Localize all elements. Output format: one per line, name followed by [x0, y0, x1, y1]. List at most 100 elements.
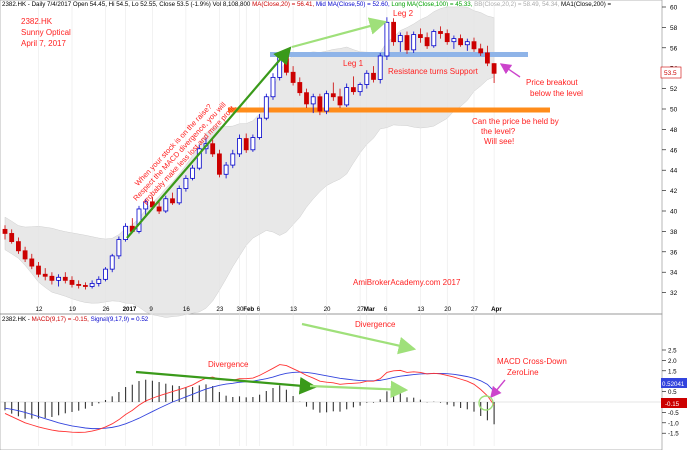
- candle-body: [109, 255, 115, 270]
- current-price-tag: [660, 66, 682, 79]
- support-level: [228, 107, 550, 113]
- macd-cross-label-2: ZeroLine: [507, 368, 539, 377]
- date-tick-label: 16: [183, 306, 190, 313]
- macd-header-prefix: 2382.HK -: [2, 316, 30, 323]
- macd-header-value: MACD(9,17) = -0.15,: [31, 316, 89, 323]
- candle-body: [237, 138, 242, 155]
- signal-tag: [661, 378, 687, 388]
- macd-axis: 2.52.01.51.00.50.0-0.5-1.0-1.5: [662, 348, 679, 438]
- candle-body: [176, 188, 182, 204]
- price-tick-label: 58: [670, 25, 678, 32]
- macd-divergence-low-arrow: [135, 370, 318, 395]
- header-ma200: MA1(Close,200) =: [561, 1, 612, 8]
- date-tick-label: 13: [290, 306, 297, 313]
- candle-body: [384, 21, 390, 57]
- title-date: April 7, 2017: [21, 39, 66, 48]
- date-tick-label: 27: [357, 306, 364, 313]
- leg1-trend-arrow: [126, 46, 292, 239]
- candle-body: [324, 93, 330, 112]
- candle-body: [471, 41, 477, 50]
- candle-body: [62, 276, 68, 281]
- divergence-low-label: Divergence: [208, 360, 249, 369]
- macd-tick-label: -0.5: [668, 410, 679, 417]
- candle-body: [451, 38, 457, 43]
- price-tick-label: 32: [670, 290, 678, 297]
- held-label-2: the level?: [481, 127, 516, 136]
- candle-body: [103, 268, 108, 280]
- candle-body: [283, 55, 289, 73]
- candle-body: [337, 96, 343, 106]
- date-tick-label: 19: [69, 306, 76, 313]
- candle-body: [216, 153, 222, 175]
- date-tick-label: 13: [417, 306, 424, 313]
- macd-cross-circle: [478, 395, 494, 411]
- candle-body: [49, 275, 55, 281]
- candle-body: [83, 285, 88, 287]
- candle-body: [156, 206, 162, 212]
- candle-body: [478, 48, 484, 54]
- candle-body: [411, 34, 417, 51]
- resistance-label: Resistance turns Support: [388, 67, 479, 76]
- held-label-3: Will see!: [484, 137, 514, 146]
- candle-body: [424, 37, 430, 47]
- header-bb: BB(Close,20,2) = 58.49, 54.34,: [474, 1, 560, 8]
- breakout-arrow: [499, 63, 521, 78]
- price-tick-label: 40: [670, 209, 678, 216]
- candle-body: [170, 198, 175, 204]
- held-label-1: Can the price be held by: [472, 117, 559, 126]
- resistance-turns-support-level: [270, 52, 528, 57]
- macd-tick-label: -1.0: [668, 420, 679, 427]
- price-tick-label: 48: [670, 127, 678, 134]
- macd-tag: [661, 398, 687, 408]
- date-tick-label: Mar: [364, 306, 376, 313]
- candle-body: [196, 148, 202, 169]
- candle-body: [123, 225, 128, 240]
- divergence-top-label: Divergence: [355, 320, 396, 329]
- header-ma20: MA(Close,20) = 56.41,: [252, 1, 315, 8]
- price-tick-label: 50: [670, 107, 678, 114]
- price-header: 2382.HK - Daily 7/4/2017 Open 54.45, Hi …: [2, 1, 611, 8]
- macd-tag-value: -0.15: [665, 401, 680, 408]
- macd-tick-label: 1.5: [668, 368, 677, 375]
- candle-body: [484, 52, 490, 64]
- candle-body: [210, 143, 216, 155]
- price-tick-label: 44: [670, 168, 678, 175]
- title-block: 2382.HK Sunny Optical April 7, 2017: [21, 17, 71, 48]
- leg2-trend-arrow: [291, 17, 388, 49]
- candle-body: [290, 71, 296, 83]
- candle-body: [136, 208, 142, 232]
- header-mid-ma: Mid MA(Close,50) = 52.60,: [315, 1, 390, 8]
- header-long-ma: Long MA(Close,100) = 45.33,: [391, 1, 473, 8]
- date-tick-label: 23: [216, 306, 223, 313]
- candle-body: [397, 35, 403, 43]
- candle-body: [69, 279, 75, 285]
- price-tick-label: 34: [670, 270, 678, 277]
- macd-lines: [4, 364, 495, 433]
- current-price-value: 53.5: [664, 70, 677, 77]
- candle-body: [350, 87, 356, 93]
- leg1-label: Leg 1: [343, 59, 364, 68]
- candle-body: [263, 96, 269, 119]
- macd-tick-label: -1.5: [668, 431, 679, 438]
- candle-body: [250, 137, 256, 151]
- candle-body: [42, 273, 48, 277]
- candle-body: [223, 164, 229, 175]
- candle-body: [257, 117, 263, 138]
- candle-body: [183, 177, 189, 189]
- price-tick-label: 38: [670, 229, 678, 236]
- date-tick-label: Apr: [491, 306, 502, 313]
- candle-body: [143, 201, 149, 210]
- candle-body: [270, 76, 276, 98]
- candle-body: [317, 96, 323, 112]
- signal-tag-value: 0.52041: [662, 381, 685, 388]
- title-ticker: 2382.HK: [21, 17, 53, 26]
- price-tick-label: 56: [670, 45, 678, 52]
- date-tick-label: 20: [444, 306, 451, 313]
- date-tick-label: 9: [149, 306, 153, 313]
- leg2-label: Leg 2: [393, 9, 414, 18]
- date-tick-label: Feb: [243, 306, 254, 313]
- date-tick-label: 26: [103, 306, 110, 313]
- candle-body: [29, 258, 35, 267]
